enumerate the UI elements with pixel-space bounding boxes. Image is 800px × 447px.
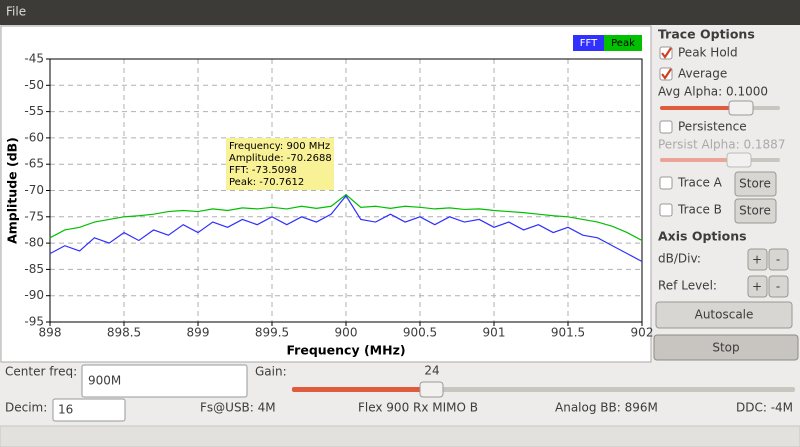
center-freq-input[interactable] — [81, 364, 248, 398]
input-value: 900M — [88, 374, 121, 388]
status-text: DDC: -4M — [736, 401, 793, 415]
plot-panel — [0, 25, 652, 363]
store-button[interactable] — [734, 198, 777, 224]
status-text: Analog BB: 896M — [555, 401, 658, 415]
y-tick-label: -90 — [24, 288, 44, 302]
checkbox[interactable] — [659, 176, 673, 190]
checkbox-label: Trace B — [677, 203, 722, 217]
y-tick-label: -95 — [24, 315, 44, 329]
checkbox-label: Peak Hold — [678, 46, 738, 60]
x-axis-label: Frequency (MHz) — [286, 343, 405, 358]
legend-label: Peak — [611, 38, 635, 49]
stop-button[interactable] — [653, 334, 799, 361]
checkmark — [661, 47, 672, 59]
slider-fill — [660, 158, 736, 162]
x-tick-label: 900.5 — [403, 326, 437, 340]
annotation-box — [226, 138, 334, 190]
slider-thumb[interactable] — [728, 100, 754, 116]
x-tick-label: 899.5 — [255, 326, 289, 340]
slider-thumb[interactable] — [419, 381, 444, 398]
y-tick-label: -75 — [24, 209, 44, 223]
slider-fill — [292, 387, 430, 392]
plus-button[interactable] — [747, 248, 768, 271]
y-tick-label: -45 — [24, 52, 44, 66]
x-tick-label: 902 — [631, 326, 654, 340]
checkmark — [661, 68, 672, 80]
field-label: Center freq: — [5, 365, 77, 379]
legend-swatch — [604, 35, 642, 51]
annotation-line: FFT: -73.5098 — [229, 165, 297, 176]
checkbox-label: Average — [678, 67, 727, 81]
store-button[interactable] — [734, 171, 777, 197]
legend-label: FFT — [580, 38, 598, 49]
gain-value: 24 — [424, 364, 439, 378]
decim-input[interactable] — [52, 398, 126, 422]
x-tick-label: 899 — [187, 326, 210, 340]
x-tick-label: 901 — [483, 326, 506, 340]
y-tick-label: -50 — [24, 78, 44, 92]
slider-fill — [660, 106, 738, 110]
checkboxes — [659, 46, 673, 217]
x-tick-label: 900 — [335, 326, 358, 340]
control-label: Ref Level: — [658, 279, 717, 293]
plus-button[interactable] — [747, 275, 768, 298]
button-label: - — [776, 280, 780, 294]
button-label: Store — [739, 204, 771, 218]
autoscale-button[interactable] — [655, 301, 793, 329]
series-line — [49, 193, 643, 241]
checkbox[interactable] — [659, 203, 673, 217]
series-line — [49, 194, 643, 263]
annotation-line: Frequency: 900 MHz — [229, 141, 330, 152]
section-title: Axis Options — [658, 229, 747, 244]
y-tick-label: -65 — [24, 157, 44, 171]
status-text: Fs@USB: 4M — [200, 401, 276, 415]
y-tick-label: -85 — [24, 262, 44, 276]
x-tick-label: 898 — [39, 326, 62, 340]
checkbox[interactable] — [659, 120, 673, 134]
button-label: Autoscale — [695, 308, 754, 322]
input-value: 16 — [58, 403, 73, 417]
field-label: Decim: — [5, 401, 47, 415]
slider-label: Persist Alpha: 0.1887 — [658, 138, 785, 152]
legend-swatch — [573, 35, 604, 51]
menu-file[interactable]: File — [6, 5, 26, 19]
menubar — [0, 0, 800, 25]
y-tick-label: -70 — [24, 183, 44, 197]
slider-thumb[interactable] — [726, 152, 752, 168]
slider[interactable] — [660, 100, 780, 116]
button-label: + — [752, 253, 762, 267]
minus-button[interactable] — [768, 275, 789, 298]
x-tick-label: 901.5 — [551, 326, 585, 340]
button-label: + — [752, 280, 762, 294]
y-axis-label: Amplitude (dB) — [5, 137, 20, 244]
field-label: Gain: — [255, 365, 287, 379]
status-bar — [0, 425, 800, 447]
minus-button[interactable] — [768, 248, 789, 271]
slider-label: Avg Alpha: 0.1000 — [658, 85, 768, 99]
control-label: dB/Div: — [658, 252, 701, 266]
annotation-line: Peak: -70.7612 — [229, 177, 304, 188]
gain-slider[interactable] — [292, 381, 795, 398]
y-tick-label: -55 — [24, 104, 44, 118]
checkbox-label: Trace A — [677, 176, 723, 190]
annotation-line: Amplitude: -70.2688 — [229, 153, 332, 164]
status-text: Flex 900 Rx MIMO B — [358, 401, 478, 415]
x-tick-label: 898.5 — [107, 326, 141, 340]
checkbox-label: Persistence — [678, 120, 747, 134]
y-tick-label: -60 — [24, 130, 44, 144]
section-title: Trace Options — [658, 27, 755, 42]
button-label: - — [776, 253, 780, 267]
slider[interactable] — [660, 152, 780, 168]
button-label: Store — [739, 177, 771, 191]
plot-frame — [49, 58, 643, 323]
y-tick-label: -80 — [24, 236, 44, 250]
button-label: Stop — [712, 341, 739, 355]
